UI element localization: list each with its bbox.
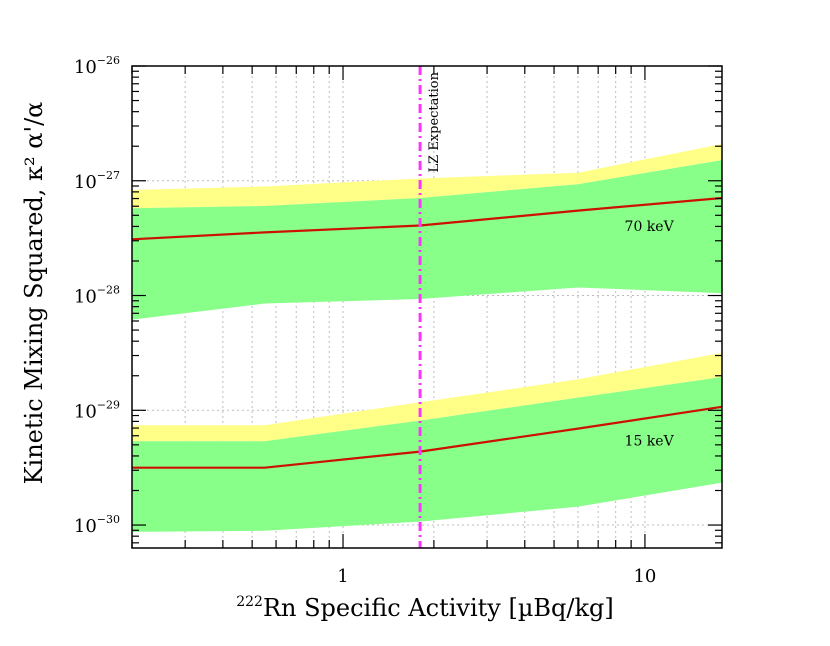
series-label: 15 keV — [625, 434, 675, 450]
y-tick-exponent: −26 — [97, 54, 120, 67]
y-tick-label: 10−27 — [74, 169, 120, 193]
x-axis-title: 222Rn Specific Activity [µBq/kg] — [236, 594, 614, 622]
series-label: 70 keV — [625, 219, 675, 235]
axis-ticks — [131, 65, 722, 548]
x-tick-label: 1 — [337, 566, 348, 587]
y-tick-exponent: −30 — [97, 513, 120, 526]
y-axis-title: Kinetic Mixing Squared, κ² α'/α — [20, 102, 48, 485]
y-tick-label: 10−29 — [74, 398, 120, 422]
one-sigma-band — [132, 160, 722, 320]
y-tick-label: 10−26 — [74, 54, 120, 78]
series-annotations: 70 keV 15 keV — [625, 219, 675, 450]
y-tick-base: 10 — [74, 516, 97, 537]
y-tick-label: 10−30 — [74, 513, 120, 537]
x-axis-title-text: Rn Specific Activity [µBq/kg] — [263, 594, 614, 622]
y-tick-base: 10 — [74, 287, 97, 308]
two-sigma-band — [132, 352, 722, 442]
lz-expectation-label: LZ Expectation — [427, 71, 442, 172]
y-tick-base: 10 — [74, 57, 97, 78]
y-tick-base: 10 — [74, 401, 97, 422]
y-tick-exponent: −29 — [97, 398, 120, 411]
y-tick-base: 10 — [74, 172, 97, 193]
bands-layer — [132, 144, 722, 532]
two-sigma-band — [132, 144, 722, 209]
one-sigma-band — [132, 377, 722, 532]
y-tick-exponent: −27 — [97, 169, 120, 182]
x-axis-title-isotope: 222 — [236, 594, 263, 610]
y-tick-exponent: −28 — [97, 284, 120, 297]
x-tick-label: 10 — [633, 566, 656, 587]
y-tick-label: 10−28 — [74, 284, 120, 308]
lz-expectation-layer: LZ Expectation — [418, 66, 442, 548]
